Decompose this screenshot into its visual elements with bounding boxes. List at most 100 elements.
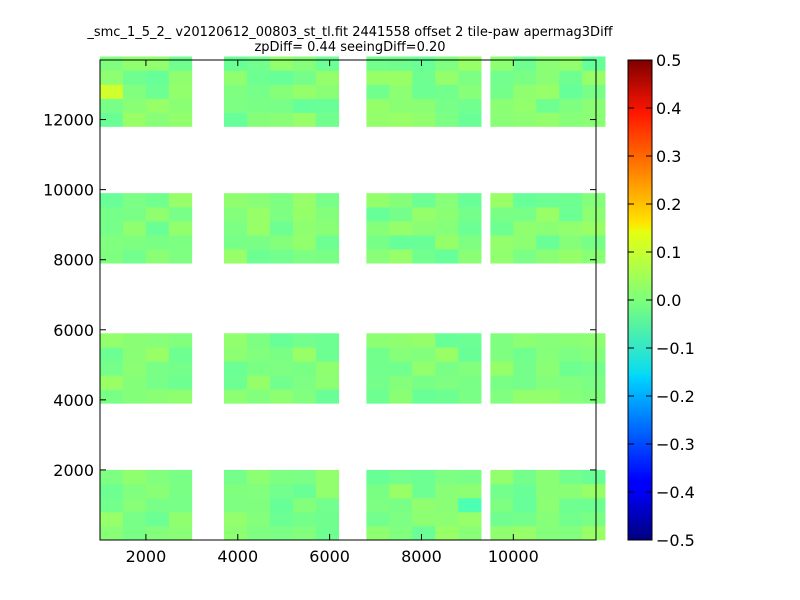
x-tick-label: 6000 — [309, 547, 350, 566]
heatmap-cell — [315, 207, 340, 222]
heatmap-cell — [246, 389, 271, 404]
heatmap-cell — [412, 375, 436, 390]
heatmap-cell — [513, 389, 537, 404]
heatmap-cell — [122, 235, 147, 250]
heatmap-cell — [145, 497, 170, 513]
heatmap-cell — [246, 375, 271, 390]
heatmap-cell — [536, 112, 560, 127]
y-tick-label: 10000 — [43, 181, 94, 200]
heatmap-cell — [490, 207, 514, 222]
heatmap-cell — [389, 84, 413, 99]
heatmap-cell — [412, 98, 436, 113]
heatmap-cell — [559, 84, 583, 99]
heatmap-cell — [168, 193, 193, 208]
heatmap-cell — [122, 98, 147, 113]
heatmap-cell — [100, 56, 124, 71]
heatmap-cell — [269, 112, 294, 127]
heatmap-cell — [292, 249, 317, 264]
heatmap-cell — [315, 347, 340, 362]
x-tick-label: 8000 — [401, 547, 442, 566]
heatmap-cell — [168, 375, 193, 390]
heatmap-cell — [513, 70, 537, 85]
heatmap-cell — [269, 333, 294, 348]
heatmap-cell — [559, 56, 583, 71]
heatmap-cell — [315, 361, 340, 376]
heatmap-cell — [366, 207, 390, 222]
heatmap-cell — [315, 497, 340, 513]
heatmap-cell — [458, 207, 482, 222]
heatmap-cell — [458, 511, 482, 527]
heatmap-cell — [292, 221, 317, 236]
colorbar-tick-label: −0.1 — [656, 339, 695, 358]
heatmap-cell — [582, 333, 606, 348]
heatmap-cell — [168, 389, 193, 404]
heatmap-cell — [269, 497, 294, 513]
heatmap-cell — [513, 235, 537, 250]
colorbar-tick-label: −0.3 — [656, 435, 695, 454]
heatmap-cell — [389, 375, 413, 390]
heatmap-cell — [224, 389, 248, 404]
chart-title-line-1: _smc_1_5_2_ v20120612_00803_st_tl.fit 24… — [87, 25, 613, 40]
heatmap-cell — [513, 84, 537, 99]
heatmap-cell — [435, 193, 459, 208]
heatmap-cell — [458, 347, 482, 362]
heatmap-cell — [389, 361, 413, 376]
heatmap-cell — [435, 375, 459, 390]
heatmap-cell — [145, 235, 170, 250]
heatmap-cell — [490, 249, 514, 264]
heatmap-cell — [490, 84, 514, 99]
heatmap-cell — [389, 389, 413, 404]
heatmap-cell — [145, 511, 170, 527]
heatmap-cell — [246, 235, 271, 250]
heatmap-cell — [458, 389, 482, 404]
heatmap-cell — [269, 389, 294, 404]
colorbar-tick-label: 0.0 — [656, 291, 681, 310]
x-axis: 2000 4000 6000 8000 10000 — [126, 60, 539, 566]
heatmap-cell — [122, 511, 147, 527]
heatmap-cell — [224, 193, 248, 208]
heatmap-cell — [559, 469, 583, 485]
heatmap-cell — [412, 511, 436, 527]
heatmap-cell — [536, 56, 560, 71]
y-tick-label: 12000 — [43, 111, 94, 130]
heatmap-cell — [559, 249, 583, 264]
heatmap-cell — [458, 249, 482, 264]
colorbar-tick-label: −0.4 — [656, 483, 695, 502]
heatmap-cell — [458, 221, 482, 236]
heatmap-cell — [412, 70, 436, 85]
heatmap-cell — [536, 497, 560, 513]
colorbar-tick-label: 0.4 — [656, 99, 681, 118]
heatmap-cell — [435, 70, 459, 85]
heatmap-cell — [435, 84, 459, 99]
heatmap-cell — [292, 112, 317, 127]
heatmap-cell — [559, 525, 583, 541]
heatmap-cell — [582, 249, 606, 264]
heatmap-cell — [315, 98, 340, 113]
heatmap-cell — [292, 84, 317, 99]
heatmap-cell — [559, 497, 583, 513]
heatmap-cell — [435, 235, 459, 250]
heatmap-cell — [513, 333, 537, 348]
heatmap-cell — [412, 56, 436, 71]
heatmap-cell — [315, 249, 340, 264]
heatmap-cell — [559, 98, 583, 113]
heatmap-cell — [458, 235, 482, 250]
heatmap-cell — [513, 207, 537, 222]
heatmap-cell — [435, 221, 459, 236]
heatmap-cell — [145, 56, 170, 71]
heatmap-cell — [292, 483, 317, 499]
heatmap-cell — [559, 483, 583, 499]
heatmap-cell — [435, 361, 459, 376]
heatmap-cell — [145, 207, 170, 222]
heatmap-cell — [168, 497, 193, 513]
heatmap-cell — [412, 483, 436, 499]
heatmap-cell — [536, 70, 560, 85]
x-tick-label: 10000 — [488, 547, 539, 566]
heatmap-cell — [269, 375, 294, 390]
heatmap-cell — [458, 70, 482, 85]
heatmap-cell — [435, 497, 459, 513]
heatmap-cell — [582, 361, 606, 376]
heatmap-cell — [224, 483, 248, 499]
colorbar-tick-label: −0.2 — [656, 387, 695, 406]
